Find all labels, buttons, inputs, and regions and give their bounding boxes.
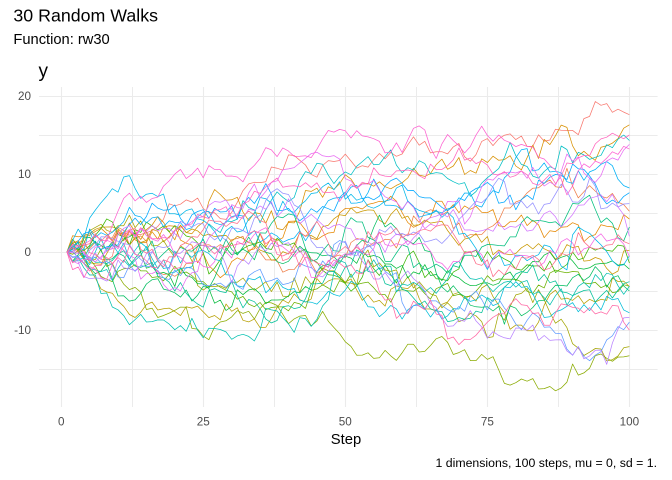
svg-text:y: y — [39, 61, 49, 82]
svg-text:Function: rw30: Function: rw30 — [13, 32, 109, 48]
svg-text:10: 10 — [18, 168, 32, 181]
svg-text:0: 0 — [24, 246, 31, 259]
svg-text:50: 50 — [339, 416, 353, 429]
svg-text:75: 75 — [481, 416, 495, 429]
svg-text:Step: Step — [331, 432, 361, 448]
svg-text:25: 25 — [197, 416, 211, 429]
svg-text:20: 20 — [18, 90, 32, 103]
svg-text:1 dimensions, 100 steps, mu =: 1 dimensions, 100 steps, mu = 0, sd = 1. — [436, 456, 657, 470]
svg-text:30 Random Walks: 30 Random Walks — [13, 6, 158, 26]
svg-text:-10: -10 — [14, 324, 31, 337]
svg-text:0: 0 — [58, 416, 65, 429]
svg-text:100: 100 — [620, 416, 640, 429]
